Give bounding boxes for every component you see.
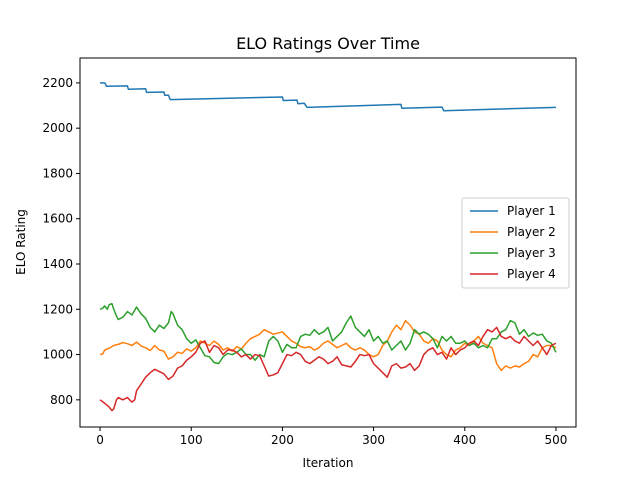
y-tick-label: 2000 <box>42 121 73 135</box>
y-tick-label: 1800 <box>42 166 73 180</box>
y-tick-label: 2200 <box>42 76 73 90</box>
x-tick-label: 300 <box>362 433 385 447</box>
y-tick-label: 1200 <box>42 302 73 316</box>
y-axis-label: ELO Rating <box>14 209 28 275</box>
x-tick-label: 100 <box>180 433 203 447</box>
x-tick-label: 500 <box>544 433 567 447</box>
x-tick-label: 0 <box>96 433 104 447</box>
x-axis-ticks: 0 100 200 300 400 500 <box>96 427 567 447</box>
series-line-player-4 <box>99 326 557 412</box>
series-line-player-3 <box>99 302 557 365</box>
series-line-player-1 <box>100 82 556 112</box>
legend: Player 1 Player 2 Player 3 Player 4 <box>461 197 570 289</box>
y-tick-label: 1600 <box>42 212 73 226</box>
plot-frame <box>79 57 577 428</box>
x-axis-label: Iteration <box>303 456 354 470</box>
y-tick-label: 1400 <box>42 257 73 271</box>
legend-box <box>461 197 570 289</box>
legend-label: Player 1 <box>507 204 556 218</box>
y-tick-label: 800 <box>50 393 73 407</box>
series-line-player-2 <box>99 319 557 372</box>
chart-title: ELO Ratings Over Time <box>236 34 420 53</box>
y-tick-label: 1000 <box>42 348 73 362</box>
x-tick-label: 400 <box>453 433 476 447</box>
legend-label: Player 4 <box>507 267 556 281</box>
x-tick-label: 200 <box>271 433 294 447</box>
legend-label: Player 2 <box>507 225 556 239</box>
series-layer <box>99 82 557 412</box>
y-axis-ticks: 800 1000 1200 1400 1600 1800 2000 2200 <box>42 76 80 407</box>
legend-label: Player 3 <box>507 246 556 260</box>
